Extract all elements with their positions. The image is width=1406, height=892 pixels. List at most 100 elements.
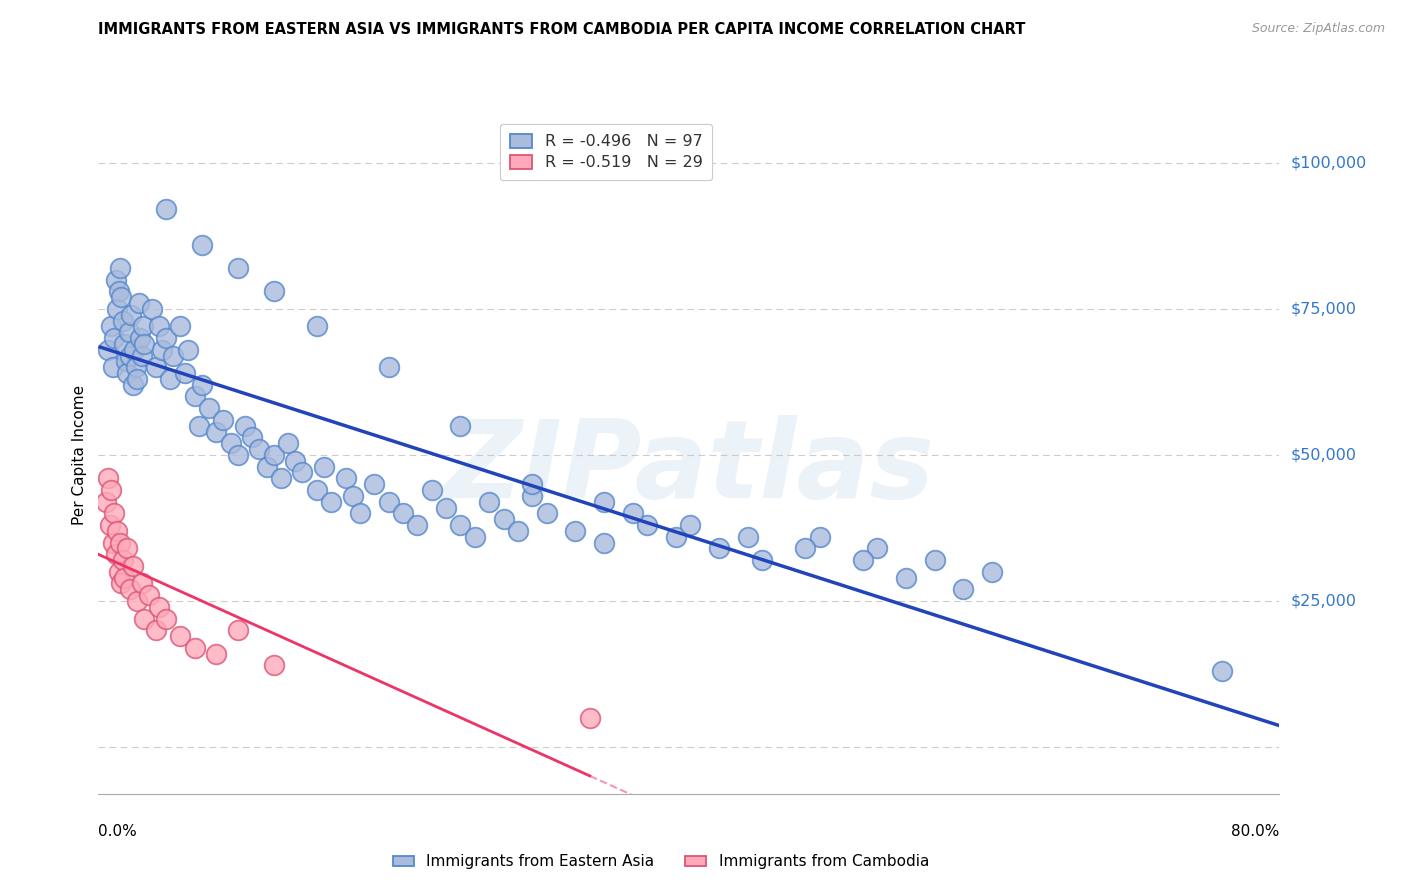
Point xyxy=(104,547,127,561)
Point xyxy=(808,530,831,544)
Point xyxy=(240,430,263,444)
Point xyxy=(108,260,131,275)
Text: $75,000: $75,000 xyxy=(1291,301,1357,317)
Point xyxy=(636,518,658,533)
Point xyxy=(117,325,139,339)
Point xyxy=(852,553,875,567)
Point xyxy=(198,401,221,416)
Point xyxy=(665,530,688,544)
Point xyxy=(155,611,177,625)
Text: $100,000: $100,000 xyxy=(1291,155,1367,170)
Point xyxy=(122,558,145,573)
Point xyxy=(112,337,135,351)
Point xyxy=(191,237,214,252)
Point xyxy=(212,413,235,427)
Point xyxy=(1211,664,1233,678)
Point xyxy=(132,319,155,334)
Point xyxy=(450,518,472,533)
Point xyxy=(377,494,399,508)
Point xyxy=(114,354,136,368)
Point xyxy=(104,272,127,286)
Point xyxy=(256,459,278,474)
Point xyxy=(866,541,889,556)
Point xyxy=(105,301,128,316)
Point xyxy=(321,494,343,508)
Point xyxy=(621,507,644,521)
Text: 80.0%: 80.0% xyxy=(1232,824,1279,839)
Point xyxy=(98,518,121,533)
Point xyxy=(578,711,600,725)
Point xyxy=(522,477,544,491)
Point xyxy=(420,483,443,497)
Point xyxy=(115,541,138,556)
Text: $25,000: $25,000 xyxy=(1291,593,1357,608)
Point xyxy=(169,319,191,334)
Point xyxy=(464,530,486,544)
Point xyxy=(169,629,191,643)
Point xyxy=(434,500,457,515)
Point xyxy=(111,313,134,327)
Point xyxy=(277,436,299,450)
Point xyxy=(118,349,141,363)
Point xyxy=(125,360,148,375)
Point xyxy=(148,319,170,334)
Point xyxy=(794,541,817,556)
Point xyxy=(138,588,160,602)
Point xyxy=(305,483,328,497)
Point xyxy=(981,565,1004,579)
Point xyxy=(226,260,249,275)
Point xyxy=(406,518,429,533)
Point xyxy=(110,576,132,591)
Point xyxy=(205,425,228,439)
Point xyxy=(162,349,184,363)
Point xyxy=(127,594,149,608)
Text: Source: ZipAtlas.com: Source: ZipAtlas.com xyxy=(1251,22,1385,36)
Point xyxy=(121,308,143,322)
Point xyxy=(564,524,586,538)
Point xyxy=(105,524,128,538)
Point xyxy=(284,454,307,468)
Point xyxy=(134,337,156,351)
Point xyxy=(103,507,125,521)
Point xyxy=(103,331,125,345)
Point xyxy=(128,296,150,310)
Point xyxy=(342,489,364,503)
Point xyxy=(101,360,124,375)
Point xyxy=(335,471,357,485)
Point xyxy=(155,331,177,345)
Point xyxy=(131,349,153,363)
Point xyxy=(226,448,249,462)
Point xyxy=(952,582,974,597)
Point xyxy=(159,372,181,386)
Legend: Immigrants from Eastern Asia, Immigrants from Cambodia: Immigrants from Eastern Asia, Immigrants… xyxy=(387,848,935,875)
Point xyxy=(291,466,314,480)
Point xyxy=(191,377,214,392)
Point xyxy=(205,647,228,661)
Point xyxy=(679,518,702,533)
Point xyxy=(134,611,156,625)
Point xyxy=(127,372,149,386)
Point xyxy=(233,418,256,433)
Point xyxy=(97,471,120,485)
Point xyxy=(226,624,249,638)
Text: IMMIGRANTS FROM EASTERN ASIA VS IMMIGRANTS FROM CAMBODIA PER CAPITA INCOME CORRE: IMMIGRANTS FROM EASTERN ASIA VS IMMIGRAN… xyxy=(98,22,1026,37)
Legend: R = -0.496   N = 97, R = -0.519   N = 29: R = -0.496 N = 97, R = -0.519 N = 29 xyxy=(501,124,713,180)
Point xyxy=(97,343,120,357)
Point xyxy=(924,553,946,567)
Point xyxy=(118,582,141,597)
Point xyxy=(247,442,270,456)
Point xyxy=(131,576,153,591)
Point xyxy=(363,477,385,491)
Point xyxy=(155,202,177,217)
Point xyxy=(377,360,399,375)
Y-axis label: Per Capita Income: Per Capita Income xyxy=(72,384,87,525)
Point xyxy=(737,530,759,544)
Point xyxy=(392,507,415,521)
Point xyxy=(110,290,132,304)
Text: $50,000: $50,000 xyxy=(1291,448,1357,462)
Point xyxy=(124,343,146,357)
Point xyxy=(349,507,371,521)
Point xyxy=(115,366,138,380)
Point xyxy=(593,535,616,549)
Point xyxy=(129,331,152,345)
